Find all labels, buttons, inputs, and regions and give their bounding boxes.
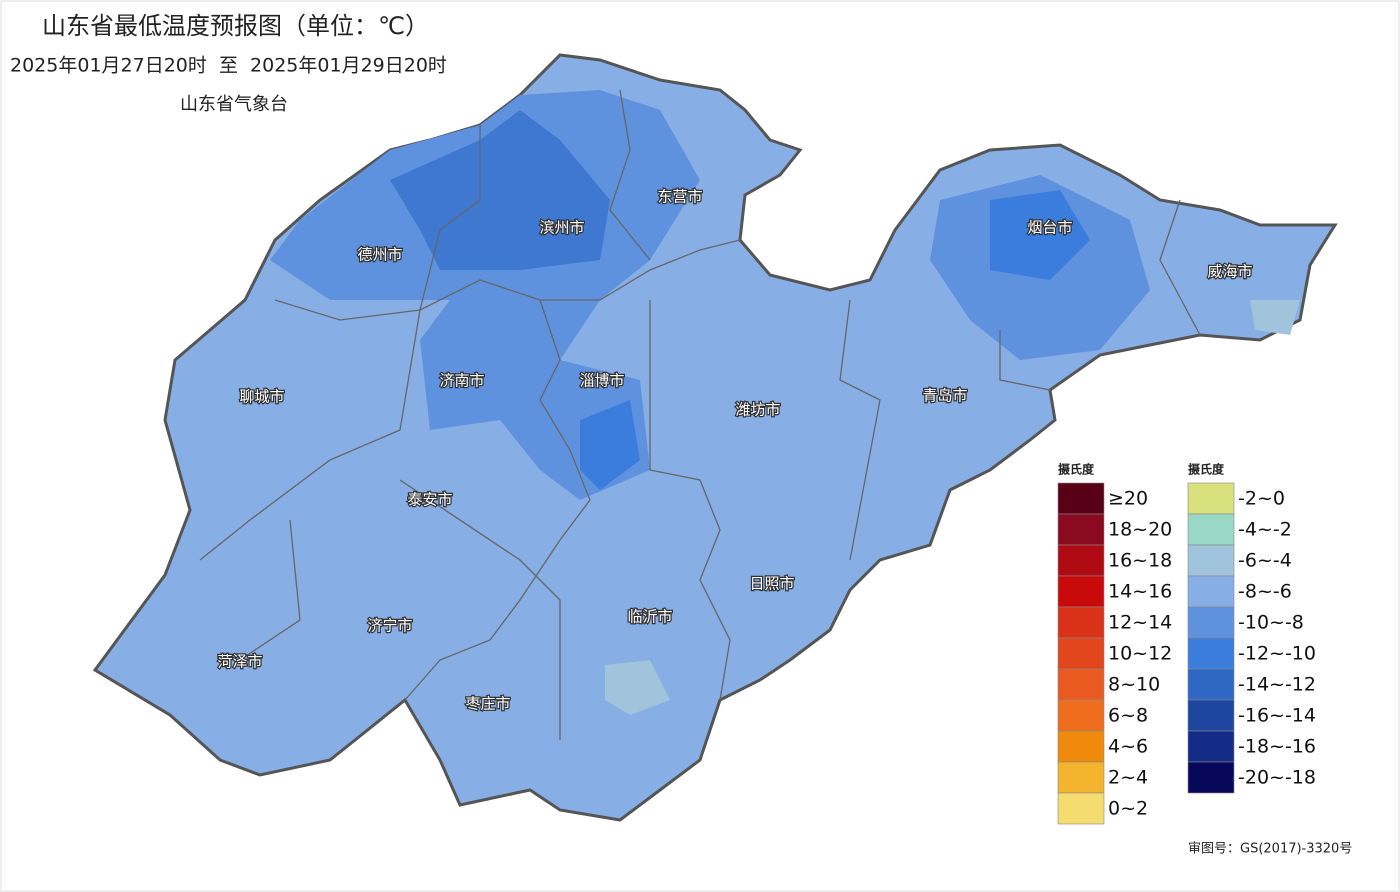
legend-label: 18~20 [1108,519,1172,541]
colder-region [580,400,640,490]
city-label: 日照市 [749,575,794,593]
province-map [92,53,1338,822]
legend-swatch [1057,606,1105,639]
legend-label: -18~-16 [1238,736,1316,758]
colder-region [990,190,1090,280]
legend-label: -6~-4 [1238,550,1292,572]
legend-swatch [1187,637,1235,670]
city-label: 东营市 [657,188,702,206]
legend-label: 6~8 [1108,705,1148,727]
legend-swatch [1187,544,1235,577]
legend-label: 10~12 [1108,643,1172,665]
legend-swatch [1187,513,1235,546]
legend-label: -20~-18 [1238,767,1316,789]
legend-swatch [1057,637,1105,670]
approval-number: 审图号：GS(2017)-3320号 [1188,842,1352,857]
legend-swatch [1187,606,1235,639]
legend-label: -8~-6 [1238,581,1292,603]
legend-label: -2~0 [1238,488,1285,510]
legend-swatch [1187,482,1235,515]
legend-swatch [1057,792,1105,825]
legend-swatch [1057,761,1105,794]
legend-swatch [1057,544,1105,577]
city-label: 淄博市 [579,372,624,390]
city-label: 临沂市 [627,608,672,626]
legend-label: 0~2 [1108,798,1148,820]
issuer: 山东省气象台 [180,94,288,115]
city-label: 济宁市 [367,617,412,635]
mild-patch [1250,300,1300,335]
city-label: 滨州市 [539,219,584,237]
legend-label: 12~14 [1108,612,1172,634]
legend-swatch [1187,761,1235,794]
city-label: 聊城市 [239,388,284,406]
city-borders [199,89,1201,740]
legend-unit: 摄氏度 [1188,462,1225,477]
legend-label: 14~16 [1108,581,1172,603]
city-label: 枣庄市 [465,695,510,713]
legend-unit: 摄氏度 [1058,462,1095,477]
city-label: 威海市 [1207,263,1252,281]
title: 山东省最低温度预报图（单位：℃） [42,12,429,40]
legend-swatch [1187,699,1235,732]
colder-region [390,110,610,270]
mild-patch [605,660,670,715]
legend-swatch [1187,730,1235,763]
city-label: 菏泽市 [217,653,262,671]
legend-label: -16~-14 [1238,705,1316,727]
legend-label: ≥20 [1108,488,1148,510]
legend-label: -14~-12 [1238,674,1316,696]
legend-swatch [1187,575,1235,608]
city-label: 济南市 [439,372,484,390]
legend-label: -12~-10 [1238,643,1316,665]
period: 2025年01月27日20时 至 2025年01月29日20时 [10,55,447,77]
legend-label: 2~4 [1108,767,1148,789]
city-label: 烟台市 [1027,219,1072,237]
legend-label: -10~-8 [1238,612,1304,634]
legend-label: -4~-2 [1238,519,1292,541]
legend-swatch [1057,575,1105,608]
city-label: 潍坊市 [735,401,780,419]
city-label: 泰安市 [407,491,452,509]
legend-swatch [1057,513,1105,546]
legend-swatch [1057,730,1105,763]
legend-label: 8~10 [1108,674,1160,696]
legend-swatch [1187,668,1235,701]
legend-swatch [1057,699,1105,732]
legend-swatch [1057,668,1105,701]
legend-label: 4~6 [1108,736,1148,758]
legend-label: 16~18 [1108,550,1172,572]
city-label: 青岛市 [922,387,967,405]
city-label: 德州市 [357,246,402,264]
legend-swatch [1057,482,1105,515]
